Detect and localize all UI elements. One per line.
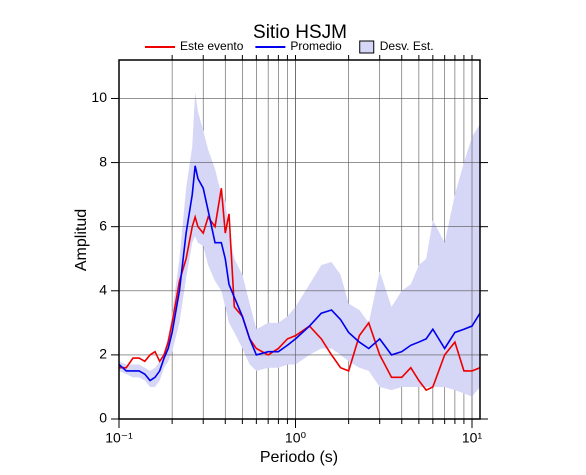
series-line: [118, 165, 481, 382]
y-tick-label: 4: [99, 281, 107, 297]
legend-label: Este evento: [180, 39, 244, 53]
y-tick-label: 2: [99, 346, 107, 362]
y-axis-label: Amplitud: [73, 209, 90, 271]
y-tick-label: 8: [99, 153, 107, 169]
std-band: [119, 92, 480, 397]
x-tick-label: 10⁻¹: [105, 430, 133, 446]
x-axis-label: Periodo (s): [260, 449, 338, 466]
y-tick-label: 0: [99, 410, 107, 426]
plot-frame: [118, 59, 481, 420]
legend-swatch: [359, 40, 375, 54]
x-tick-label: 10¹: [462, 430, 483, 446]
legend-label: Promedio: [290, 39, 342, 53]
legend-label: Desv. Est.: [380, 39, 434, 53]
y-tick-label: 10: [91, 89, 107, 105]
chart-title: Sitio HSJM: [253, 22, 347, 43]
x-tick-label: 10⁰: [285, 430, 307, 446]
y-tick-label: 6: [99, 217, 107, 233]
